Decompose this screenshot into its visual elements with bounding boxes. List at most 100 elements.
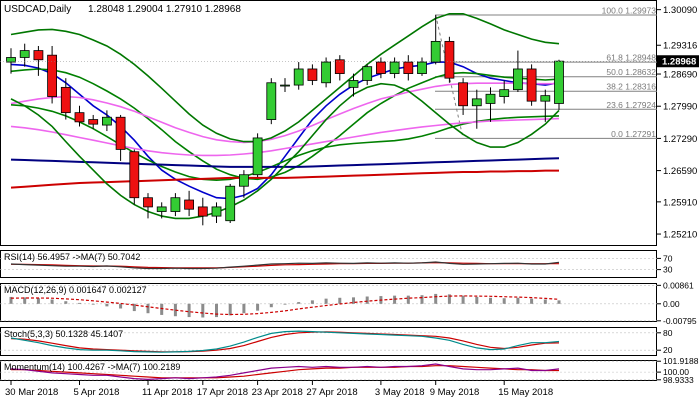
candle-body [252,137,263,176]
candle-body [321,61,332,84]
candle-body [184,199,195,210]
candle-body [444,40,455,79]
macd-histogram-bar [9,296,13,304]
macd-histogram-bar [461,295,465,304]
moving-average-line [10,82,560,220]
macd-histogram-bar [119,303,123,309]
macd-histogram-bar [160,303,164,315]
indicator-line [10,363,560,381]
candle-body [430,40,441,63]
indicator-axis-tick-label: 80 [663,328,673,338]
candle-body [60,86,71,114]
macd-histogram-bar [187,303,191,318]
macd-histogram-bar [393,295,397,304]
macd-histogram-bar [50,299,54,304]
macd-histogram-bar [78,302,81,304]
candle-body [499,89,510,97]
macd-histogram-bar [516,297,520,304]
macd-histogram-bar [365,296,369,304]
fib-level-label: 23.6 1.27924 [606,100,656,110]
macd-histogram-bar [338,297,342,304]
candle-body [307,68,318,81]
macd-histogram-bar [23,297,27,304]
candle-body [540,95,551,102]
macd-histogram-bar [489,297,492,304]
time-axis-tick-label: 15 May 2018 [498,387,553,398]
candle-body [47,54,57,97]
macd-histogram-bar [406,295,410,304]
candle-body [362,66,373,81]
last-price-box [657,55,699,68]
macd-histogram-bar [502,298,506,304]
time-axis-tick-label: 5 Apr 2018 [74,387,120,398]
time-axis-tick-label: 17 Apr 2018 [197,387,248,398]
macd-histogram-bar [242,303,246,314]
indicator-line [10,330,560,353]
price-axis-tick-label: 1.26590 [663,166,697,177]
indicator-axis-tick-label: 70 [663,253,673,263]
candle-body [403,61,414,74]
candle-body [348,80,359,88]
indicator-panel-frame [0,360,657,381]
macd-histogram-bar [475,296,479,304]
time-axis-tick-label: 30 Mar 2018 [5,387,58,398]
macd-histogram-bar [420,295,424,304]
indicator-axis-tick-label: 101.9188 [663,356,699,366]
candle-body [458,82,469,107]
moving-average-line [10,169,559,189]
candle-body [389,61,400,74]
indicator-panel: 80 20 Stoch(5,3,3) 50.1328 45.1407 [0,327,673,356]
indicator-panel-frame [0,327,657,356]
price-axis-tick-label: 1.27990 [663,102,697,113]
indicator-axis-tick-label: 20 [663,345,673,355]
time-axis: 30 Mar 2018 5 Apr 2018 11 Apr 2018 17 Apr 2… [5,381,553,398]
fib-level-label: 0.0 1.27291 [611,129,656,139]
indicator-axis-tick-label: 98.9333 [663,375,694,385]
indicator-axis-tick-label: 0.00 [663,299,680,309]
candle-body [238,174,249,187]
candle-body [266,82,277,120]
macd-histogram-bar [105,303,109,307]
macd-histogram-bar [297,302,301,304]
indicator-panel: 0.00861 0.00 -0.00795 MACD(12,26,9) 0.00164… [0,280,697,326]
candle-body [417,61,427,74]
indicator-line [10,261,560,270]
price-axis-tick-label: 1.27290 [663,134,697,145]
indicator-label: MACD(12,26,9) 0.001647 0.002127 [4,285,147,295]
candle-body [19,50,30,58]
moving-average-line [10,68,560,181]
ohlc-readout: 1.28048 1.29004 1.27910 1.28968 [88,4,241,15]
candle-body [471,98,482,107]
candle-body [143,197,153,208]
indicator-label: Stoch(5,3,3) 50.1328 45.1407 [4,329,123,339]
candle-body [375,61,386,74]
macd-histogram-bar [557,300,561,304]
candle-body [225,185,236,222]
candle-body [513,68,523,91]
moving-average-line [10,157,560,168]
candle-body [280,84,290,87]
candle-body [334,59,345,74]
macd-histogram-bar [201,303,205,318]
price-panel-frame [0,0,657,246]
macd-histogram-bar [64,301,68,304]
fib-level-label: 61.8 1.28948 [606,53,656,63]
fib-level-label: 38.2 1.28316 [606,82,656,92]
macd-histogram-bar [324,298,328,304]
indicator-line [11,365,559,379]
last-price-label: 1.28968 [662,57,696,68]
candle-body [115,116,126,150]
price-axis-tick-label: 1.28690 [663,70,697,81]
macd-histogram-bar [269,303,273,308]
instrument-label: USDCAD,Daily [4,4,71,15]
candle-body [102,116,112,126]
indicator-panel-frame [0,250,657,278]
candle-body [74,112,85,123]
price-panel: 1.30090 1.29316 1.28690 1.27990 1.27290 1.265… [0,0,699,246]
indicator-label: Momentum(14) 100.4267 ->MA(7) 100.2189 [4,362,180,372]
indicator-label: RSI(14) 56.4957 ->MA(7) 50.7042 [4,252,140,262]
candle-body [88,119,99,125]
candle-body [554,60,564,104]
